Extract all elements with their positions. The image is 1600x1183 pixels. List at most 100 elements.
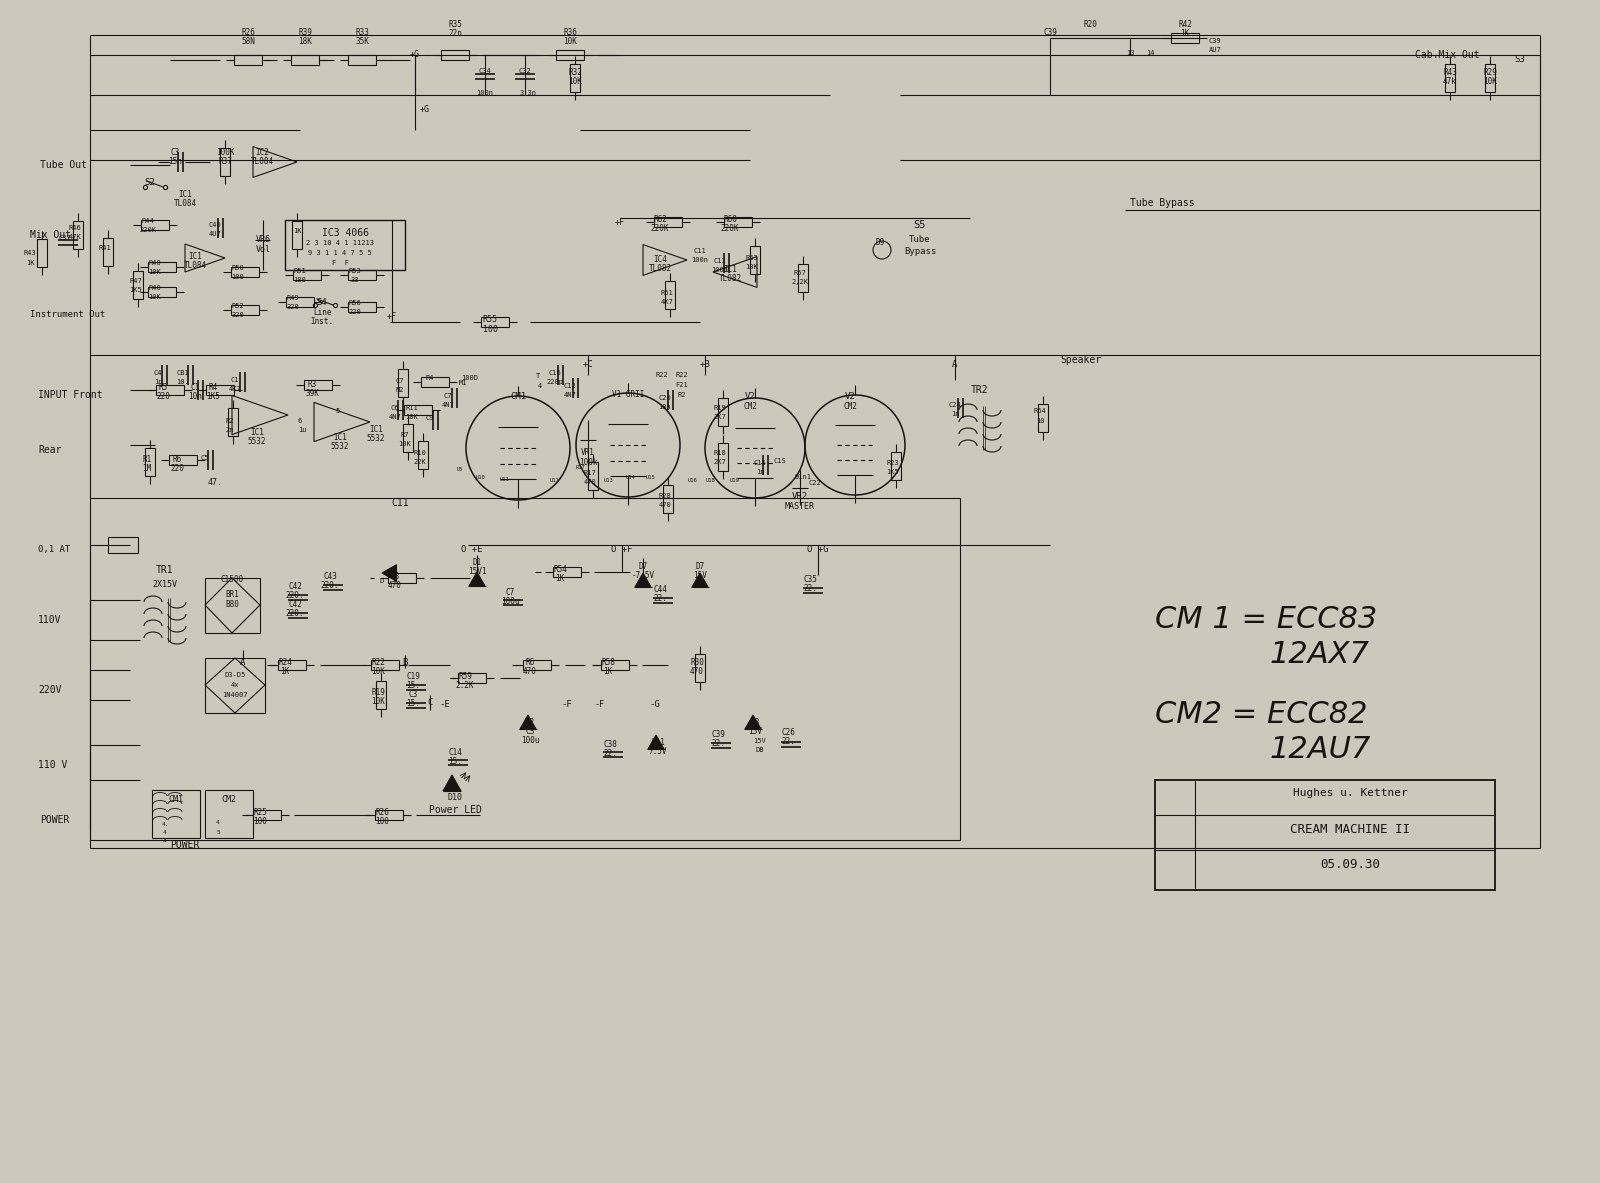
Text: R47: R47 (130, 278, 142, 284)
Text: R17: R17 (584, 470, 597, 476)
Text: 5532: 5532 (331, 442, 349, 451)
Text: R40: R40 (149, 260, 162, 266)
Text: D1: D1 (472, 558, 482, 567)
Text: 1u: 1u (298, 427, 306, 433)
Text: 2 3 10 4 1 11213: 2 3 10 4 1 11213 (306, 240, 374, 246)
Text: Hughes u. Kettner: Hughes u. Kettner (1293, 788, 1408, 799)
Text: 22.: 22. (603, 749, 618, 758)
Text: R62: R62 (653, 215, 667, 224)
Text: 220K: 220K (139, 227, 157, 233)
Text: D7: D7 (638, 562, 648, 571)
Text: CB1: CB1 (176, 370, 189, 376)
Text: 5: 5 (336, 408, 341, 414)
Text: CREAM MACHINE II: CREAM MACHINE II (1290, 823, 1410, 836)
Text: 35K: 35K (355, 37, 370, 46)
Bar (891, 452, 901, 480)
Text: +F: +F (614, 218, 626, 227)
Text: C24: C24 (949, 402, 962, 408)
Text: Cab.Mix Out: Cab.Mix Out (1414, 50, 1480, 60)
Bar (221, 148, 230, 176)
Text: Mix Out: Mix Out (30, 230, 70, 240)
Text: -F: -F (562, 700, 573, 709)
Bar (147, 287, 176, 297)
Text: CM 1 = ECC83: CM 1 = ECC83 (1155, 605, 1378, 634)
Text: 10K: 10K (563, 37, 578, 46)
Text: 14: 14 (1146, 50, 1154, 56)
Bar (666, 282, 675, 309)
Bar (230, 305, 259, 315)
Text: 100n: 100n (712, 267, 728, 273)
Text: D8: D8 (750, 718, 760, 728)
Text: R18: R18 (714, 450, 726, 455)
Text: C26: C26 (781, 728, 795, 737)
Bar (152, 790, 200, 838)
Text: 22.: 22. (803, 584, 818, 593)
Text: Line: Line (312, 308, 331, 317)
Bar (750, 246, 760, 274)
Text: 220: 220 (349, 309, 362, 315)
Bar (206, 384, 234, 395)
Text: F  F: F F (331, 260, 349, 266)
Bar (662, 485, 674, 513)
Text: 9 3 1 1 4 7 5 5: 9 3 1 1 4 7 5 5 (309, 250, 371, 256)
Text: R30: R30 (690, 658, 704, 667)
Bar (376, 681, 386, 709)
Bar (205, 578, 259, 633)
Text: IC2: IC2 (254, 148, 269, 157)
Bar (694, 654, 706, 683)
Text: POWER: POWER (40, 815, 70, 825)
Text: R23: R23 (886, 460, 899, 466)
Text: 3: 3 (163, 838, 166, 843)
Text: 05.09.30: 05.09.30 (1320, 858, 1379, 871)
Text: -G: -G (650, 700, 661, 709)
Text: 1K: 1K (1181, 30, 1190, 38)
Polygon shape (520, 715, 536, 729)
Text: 1K: 1K (26, 260, 34, 266)
Text: 110 V: 110 V (38, 759, 67, 770)
Text: 13: 13 (1126, 50, 1134, 56)
Text: R10: R10 (414, 450, 426, 455)
Bar (102, 238, 114, 266)
Text: R49: R49 (286, 295, 299, 300)
Text: R4: R4 (208, 383, 218, 392)
Text: 220: 220 (170, 464, 184, 473)
Text: 3,3n: 3,3n (520, 90, 536, 96)
Bar (374, 810, 403, 820)
Bar (286, 297, 314, 308)
Text: R17: R17 (574, 465, 586, 470)
Bar (1171, 33, 1198, 43)
Text: R7: R7 (400, 432, 410, 438)
Text: CM1: CM1 (168, 795, 184, 804)
Text: 2K7: 2K7 (714, 414, 726, 420)
Text: R64: R64 (1034, 408, 1046, 414)
Bar (234, 54, 262, 65)
Text: 15V: 15V (693, 571, 707, 580)
Text: 1N4007: 1N4007 (222, 692, 248, 698)
Text: 22K: 22K (414, 459, 426, 465)
Bar (349, 302, 376, 312)
Bar (133, 271, 142, 299)
Text: U18: U18 (706, 478, 715, 483)
Text: O +F: O +F (611, 545, 632, 554)
Text: 100: 100 (483, 325, 498, 334)
Text: C11: C11 (714, 258, 726, 264)
Text: CM2: CM2 (221, 795, 237, 804)
Text: F21: F21 (675, 382, 688, 388)
Text: 100D: 100D (461, 375, 478, 381)
Text: R8: R8 (390, 573, 400, 581)
Text: R35: R35 (448, 20, 462, 30)
Text: 18K: 18K (298, 37, 312, 46)
Text: C16: C16 (549, 370, 562, 376)
Bar (523, 660, 550, 670)
Text: C40: C40 (208, 222, 221, 228)
Text: R58: R58 (602, 658, 614, 667)
Bar (1155, 780, 1494, 890)
Text: C1S: C1S (774, 458, 786, 464)
Text: TL084: TL084 (251, 157, 274, 166)
Text: S4: S4 (317, 298, 328, 308)
Text: R32: R32 (568, 67, 582, 77)
Text: 1K: 1K (555, 574, 565, 583)
Text: C15: C15 (754, 460, 766, 466)
Text: 15.: 15. (448, 757, 462, 767)
Text: R2: R2 (226, 418, 234, 424)
